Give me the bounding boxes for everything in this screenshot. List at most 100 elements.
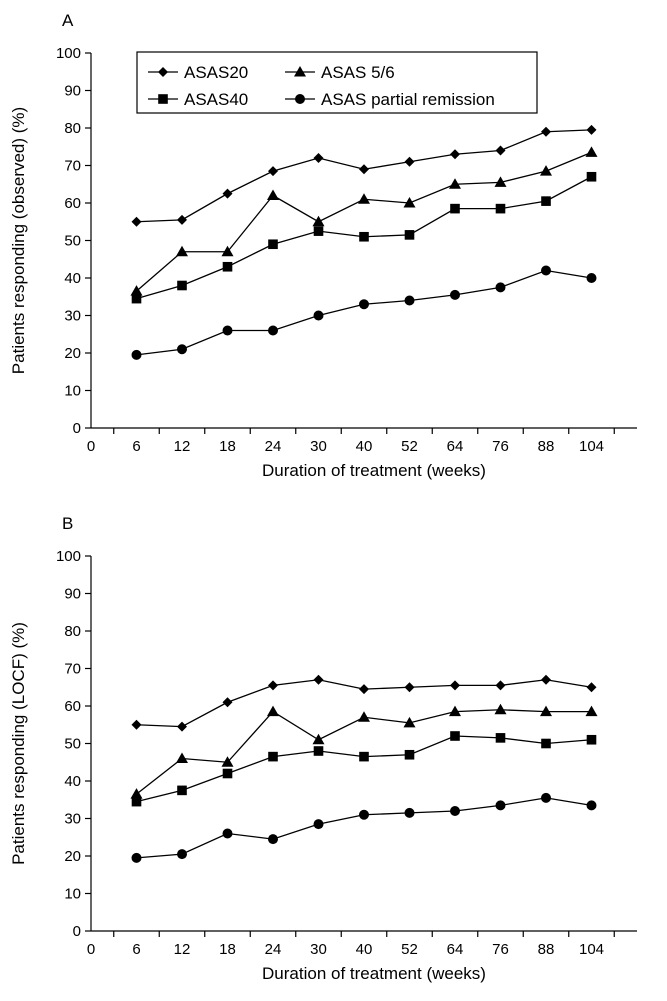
- series-line-asas20: [136, 129, 592, 223]
- data-point-asas20: [586, 682, 597, 693]
- data-point-asas40: [450, 203, 460, 214]
- panel-label: A: [62, 11, 74, 30]
- data-point-asas-5-6: [358, 193, 370, 204]
- data-point-asas40: [541, 196, 551, 206]
- data-point-asas-5-6: [494, 703, 507, 715]
- data-point-asas40: [495, 733, 506, 743]
- data-point-asas40: [586, 171, 597, 182]
- data-point-asas-5-6: [494, 176, 507, 187]
- data-point-asas-5-6: [585, 705, 598, 717]
- data-point-asas-partial-remission: [586, 800, 597, 811]
- x-axis-label: Duration of treatment (weeks): [262, 461, 486, 480]
- y-axis-label: Patients responding (observed) (%): [9, 107, 28, 374]
- y-tick-label: 10: [64, 886, 81, 903]
- data-point-asas20: [450, 680, 460, 691]
- x-tick-label: 76: [492, 438, 509, 455]
- data-point-asas40: [495, 203, 506, 214]
- x-tick-label: 104: [579, 941, 604, 958]
- data-point-asas-5-6: [312, 733, 325, 745]
- x-tick-label: 24: [265, 438, 282, 455]
- series-line-asas40: [136, 735, 592, 803]
- data-point-asas-5-6: [358, 711, 370, 722]
- data-point-asas40: [177, 280, 187, 291]
- data-point-asas-partial-remission: [404, 807, 415, 818]
- legend-label: ASAS partial remission: [321, 90, 495, 109]
- y-tick-label: 90: [64, 83, 81, 100]
- y-tick-label: 60: [64, 698, 81, 715]
- x-tick-label: 104: [579, 438, 604, 455]
- data-point-asas-partial-remission: [268, 325, 278, 336]
- x-tick-label: 76: [492, 941, 509, 958]
- data-point-asas40: [359, 231, 369, 242]
- y-tick-label: 50: [64, 233, 81, 250]
- data-point-asas40: [222, 261, 233, 272]
- data-point-asas-5-6: [540, 165, 552, 176]
- y-tick-label: 10: [64, 383, 81, 400]
- y-tick-label: 50: [64, 736, 81, 753]
- data-point-asas-5-6: [540, 705, 552, 717]
- legend-item-asas40: ASAS40: [148, 90, 248, 109]
- x-tick-label: 64: [447, 438, 464, 455]
- x-tick-label: 18: [219, 438, 236, 455]
- data-point-asas-5-6: [449, 705, 461, 717]
- y-tick-label: 60: [64, 195, 81, 212]
- data-point-asas40: [450, 731, 460, 741]
- data-point-asas20: [450, 149, 460, 160]
- data-point-asas20: [359, 684, 369, 695]
- data-point-asas-partial-remission: [541, 792, 551, 803]
- x-tick-label: 40: [356, 438, 373, 455]
- x-tick-label: 6: [132, 438, 140, 455]
- data-point-asas-5-6: [585, 146, 598, 157]
- legend-marker-asas40: [158, 94, 168, 104]
- data-point-asas-5-6: [312, 215, 325, 227]
- series-asas-partial-remission: [131, 792, 597, 863]
- y-tick-label: 40: [64, 270, 81, 287]
- x-tick-label: 64: [447, 941, 464, 958]
- x-tick-label: 88: [538, 941, 555, 958]
- data-point-asas20: [586, 124, 597, 135]
- legend-label: ASAS 5/6: [321, 63, 395, 82]
- data-point-asas-partial-remission: [404, 295, 415, 306]
- data-point-asas-5-6: [449, 178, 461, 189]
- x-tick-label: 12: [174, 438, 191, 455]
- legend-item-asas-partial-remission: ASAS partial remission: [285, 90, 495, 109]
- data-point-asas20: [313, 674, 324, 685]
- y-tick-label: 70: [64, 661, 81, 678]
- x-tick-label: 0: [87, 438, 95, 455]
- y-tick-label: 0: [73, 420, 81, 437]
- y-tick-label: 40: [64, 773, 81, 790]
- data-point-asas20: [541, 126, 551, 137]
- x-tick-label: 52: [401, 438, 418, 455]
- data-point-asas20: [222, 188, 233, 199]
- data-point-asas40: [404, 749, 415, 760]
- x-tick-label: 88: [538, 438, 555, 455]
- data-point-asas40: [131, 796, 142, 807]
- y-tick-label: 90: [64, 586, 81, 603]
- data-point-asas-5-6: [403, 716, 416, 728]
- data-point-asas-partial-remission: [495, 800, 506, 811]
- legend-label: ASAS40: [184, 90, 248, 109]
- series-asas40: [131, 731, 597, 807]
- data-point-asas-partial-remission: [268, 834, 278, 845]
- data-point-asas-partial-remission: [222, 828, 233, 839]
- data-point-asas-5-6: [267, 705, 279, 717]
- series-asas-partial-remission: [131, 265, 597, 360]
- y-axis-label: Patients responding (LOCF) (%): [9, 622, 28, 865]
- x-tick-label: 30: [310, 941, 327, 958]
- data-point-asas-5-6: [221, 245, 234, 257]
- series-asas-5-6: [130, 146, 598, 296]
- data-point-asas-partial-remission: [131, 852, 142, 863]
- data-point-asas-partial-remission: [177, 344, 187, 355]
- data-point-asas20: [268, 680, 278, 691]
- data-point-asas-5-6: [403, 197, 416, 208]
- x-tick-label: 6: [132, 941, 140, 958]
- data-point-asas20: [495, 145, 506, 156]
- y-tick-label: 30: [64, 308, 81, 325]
- data-point-asas20: [541, 674, 551, 685]
- data-point-asas40: [268, 751, 278, 762]
- data-point-asas-5-6: [176, 752, 188, 763]
- data-point-asas-partial-remission: [450, 289, 460, 300]
- data-point-asas-partial-remission: [359, 299, 369, 310]
- data-point-asas-partial-remission: [541, 265, 551, 276]
